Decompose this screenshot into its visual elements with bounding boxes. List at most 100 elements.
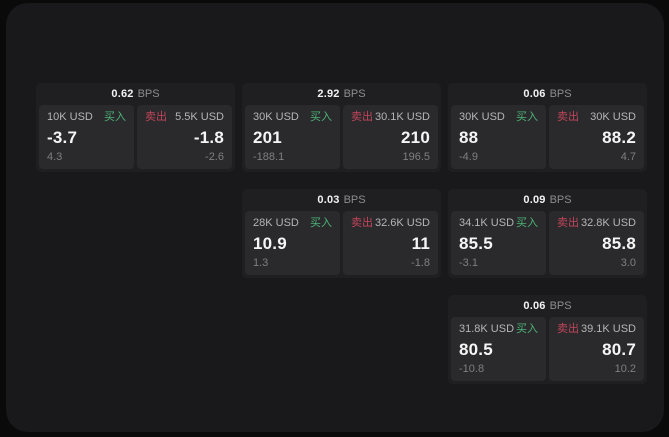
buy-sub-value: -10.8 (459, 363, 485, 375)
sell-price: 88.2 (602, 128, 636, 147)
sell-sub-value: 4.7 (620, 151, 636, 163)
quote-cards-grid: 0.62 BPS 10K USD 买入 -3.7 4.3 卖出 5.5K USD… (36, 83, 647, 384)
sell-side-label: 卖出 (557, 323, 579, 335)
quote-card: 0.09 BPS 34.1K USD 买入 85.5 -3.1 卖出 32.8K… (448, 189, 647, 278)
bps-value: 0.06 (523, 300, 546, 312)
sell-cell-top-row: 卖出 5.5K USD (145, 112, 224, 123)
buy-price: 88 (459, 128, 479, 147)
sell-side-label: 卖出 (557, 217, 579, 229)
buy-price: 80.5 (459, 340, 493, 359)
quote-card: 0.06 BPS 30K USD 买入 88 -4.9 卖出 30K USD 8… (448, 83, 647, 172)
buy-amount: 10K USD (47, 111, 93, 123)
bps-value: 0.09 (523, 194, 546, 206)
sell-sub-value: 3.0 (620, 257, 636, 269)
sell-side-label: 卖出 (557, 111, 579, 123)
buy-sub-value: -188.1 (253, 151, 285, 163)
sell-price: 210 (401, 128, 430, 147)
sell-price: -1.8 (193, 128, 224, 147)
bps-unit-label: BPS (549, 88, 572, 100)
buy-side-label: 买入 (104, 111, 126, 123)
sell-side-label: 卖出 (145, 111, 167, 123)
buy-cell[interactable]: 31.8K USD 买入 80.5 -10.8 (451, 317, 546, 381)
app-panel: 0.62 BPS 10K USD 买入 -3.7 4.3 卖出 5.5K USD… (6, 3, 664, 432)
buy-price: 10.9 (253, 234, 287, 253)
card-header: 2.92 BPS (245, 83, 438, 105)
buy-price: -3.7 (47, 128, 78, 147)
bps-value: 2.92 (317, 88, 340, 100)
sell-cell-top-row: 卖出 30K USD (557, 112, 636, 123)
card-body: 30K USD 买入 88 -4.9 卖出 30K USD 88.2 4.7 (451, 105, 644, 169)
buy-cell-top-row: 30K USD 买入 (253, 112, 332, 123)
sell-cell-top-row: 卖出 30.1K USD (351, 112, 430, 123)
sell-cell-top-row: 卖出 39.1K USD (557, 324, 636, 335)
quote-card: 0.06 BPS 31.8K USD 买入 80.5 -10.8 卖出 39.1… (448, 295, 647, 384)
sell-side-label: 卖出 (351, 217, 373, 229)
bps-value: 0.03 (317, 194, 340, 206)
buy-side-label: 买入 (516, 217, 538, 229)
card-body: 30K USD 买入 201 -188.1 卖出 30.1K USD 210 1… (245, 105, 438, 169)
buy-price: 85.5 (459, 234, 493, 253)
sell-price: 80.7 (602, 340, 636, 359)
sell-cell[interactable]: 卖出 32.8K USD 85.8 3.0 (549, 211, 644, 275)
buy-amount: 34.1K USD (459, 217, 515, 229)
buy-side-label: 买入 (310, 217, 332, 229)
quote-card: 0.03 BPS 28K USD 买入 10.9 1.3 卖出 32.6K US… (242, 189, 441, 278)
sell-cell[interactable]: 卖出 32.6K USD 11 -1.8 (343, 211, 438, 275)
sell-cell-top-row: 卖出 32.8K USD (557, 218, 636, 229)
card-body: 31.8K USD 买入 80.5 -10.8 卖出 39.1K USD 80.… (451, 317, 644, 381)
card-header: 0.03 BPS (245, 189, 438, 211)
buy-cell[interactable]: 34.1K USD 买入 85.5 -3.1 (451, 211, 546, 275)
card-body: 28K USD 买入 10.9 1.3 卖出 32.6K USD 11 -1.8 (245, 211, 438, 275)
sell-sub-value: 10.2 (614, 363, 636, 375)
bps-unit-label: BPS (137, 88, 160, 100)
sell-sub-value: -2.6 (205, 151, 224, 163)
buy-side-label: 买入 (310, 111, 332, 123)
buy-cell-top-row: 30K USD 买入 (459, 112, 538, 123)
buy-amount: 31.8K USD (459, 323, 515, 335)
buy-cell[interactable]: 30K USD 买入 88 -4.9 (451, 105, 546, 169)
sell-cell[interactable]: 卖出 30.1K USD 210 196.5 (343, 105, 438, 169)
buy-cell-top-row: 28K USD 买入 (253, 218, 332, 229)
buy-cell[interactable]: 10K USD 买入 -3.7 4.3 (39, 105, 134, 169)
card-header: 0.06 BPS (451, 83, 644, 105)
sell-cell-top-row: 卖出 32.6K USD (351, 218, 430, 229)
sell-price: 85.8 (602, 234, 636, 253)
sell-amount: 5.5K USD (175, 111, 224, 123)
sell-amount: 30.1K USD (374, 111, 430, 123)
sell-amount: 30K USD (590, 111, 636, 123)
bps-value: 0.62 (111, 88, 134, 100)
buy-side-label: 买入 (516, 323, 538, 335)
bps-unit-label: BPS (343, 194, 366, 206)
sell-price: 11 (411, 234, 430, 253)
sell-cell[interactable]: 卖出 5.5K USD -1.8 -2.6 (137, 105, 232, 169)
sell-cell[interactable]: 卖出 30K USD 88.2 4.7 (549, 105, 644, 169)
buy-amount: 28K USD (253, 217, 299, 229)
buy-sub-value: 4.3 (47, 151, 63, 163)
bps-unit-label: BPS (549, 194, 572, 206)
card-body: 10K USD 买入 -3.7 4.3 卖出 5.5K USD -1.8 -2.… (39, 105, 232, 169)
sell-sub-value: -1.8 (411, 257, 430, 269)
bps-value: 0.06 (523, 88, 546, 100)
card-header: 0.09 BPS (451, 189, 644, 211)
card-header: 0.62 BPS (39, 83, 232, 105)
buy-price: 201 (253, 128, 282, 147)
quote-card: 0.62 BPS 10K USD 买入 -3.7 4.3 卖出 5.5K USD… (36, 83, 235, 172)
card-header: 0.06 BPS (451, 295, 644, 317)
buy-cell[interactable]: 28K USD 买入 10.9 1.3 (245, 211, 340, 275)
buy-cell-top-row: 31.8K USD 买入 (459, 324, 538, 335)
sell-amount: 39.1K USD (580, 323, 636, 335)
bps-unit-label: BPS (343, 88, 366, 100)
buy-side-label: 买入 (516, 111, 538, 123)
buy-sub-value: -3.1 (459, 257, 478, 269)
bps-unit-label: BPS (549, 300, 572, 312)
sell-amount: 32.8K USD (580, 217, 636, 229)
quote-card: 2.92 BPS 30K USD 买入 201 -188.1 卖出 30.1K … (242, 83, 441, 172)
buy-cell-top-row: 10K USD 买入 (47, 112, 126, 123)
buy-amount: 30K USD (459, 111, 505, 123)
buy-cell-top-row: 34.1K USD 买入 (459, 218, 538, 229)
buy-sub-value: -4.9 (459, 151, 478, 163)
sell-cell[interactable]: 卖出 39.1K USD 80.7 10.2 (549, 317, 644, 381)
buy-sub-value: 1.3 (253, 257, 269, 269)
card-body: 34.1K USD 买入 85.5 -3.1 卖出 32.8K USD 85.8… (451, 211, 644, 275)
buy-cell[interactable]: 30K USD 买入 201 -188.1 (245, 105, 340, 169)
